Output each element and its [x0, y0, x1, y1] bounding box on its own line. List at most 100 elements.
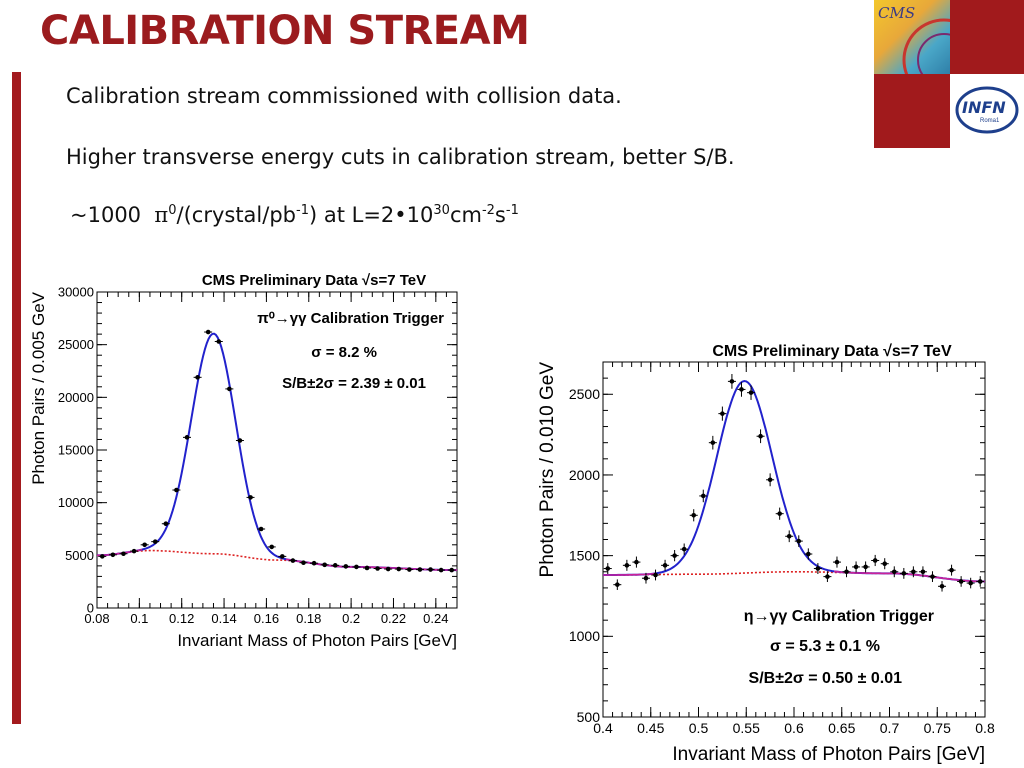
chart1-annotation-2: σ = 8.2 % — [311, 344, 377, 361]
chart2-total-fit-line — [603, 379, 986, 583]
chart2-annotation-3: S/B±2σ = 0.50 ± 0.01 — [749, 670, 903, 687]
chart2-data-point — [739, 387, 744, 392]
chart1-data-point — [396, 566, 402, 572]
chart2-data-point — [720, 411, 725, 416]
logo-red-block-top — [950, 0, 1024, 74]
chart2-data-point — [853, 564, 859, 570]
chart1-data-point — [121, 551, 126, 557]
infn-logo-graphic — [955, 86, 1019, 134]
bullet-commissioned: Calibration stream commissioned with col… — [66, 84, 622, 108]
bullet-rate: ~1000 π0/(crystal/pb-1) at L=2•1030cm-2s… — [70, 203, 519, 227]
chart2-x-tick-label: 0.6 — [784, 720, 804, 736]
rate-text3: cm — [449, 203, 482, 227]
infn-logo-subtext: Roma1 — [980, 118, 1000, 124]
chart1-chart-title: CMS Preliminary Data √s=7 TeV — [202, 272, 426, 289]
chart2-data-point — [786, 533, 792, 539]
rate-text4: s — [494, 203, 506, 227]
chart1-data-point — [131, 548, 137, 554]
chart1-data-point — [227, 386, 232, 392]
chart2-data-point — [958, 579, 964, 584]
chart2-data-point — [624, 563, 630, 568]
chart1-x-tick-label: 0.08 — [84, 611, 109, 626]
chart2-data-point — [615, 582, 620, 587]
chart1-data-point — [449, 567, 455, 573]
chart2-data-point — [643, 575, 649, 581]
infn-logo: INFN Roma1 — [950, 74, 1024, 148]
chart1-y-tick-label: 5000 — [65, 548, 94, 563]
chart1-data-point — [174, 487, 179, 493]
chart1-data-point — [322, 562, 327, 568]
chart1-x-tick-label: 0.14 — [211, 611, 236, 626]
rate-text1: /(crystal/pb — [176, 203, 297, 227]
chart2-data-point — [634, 559, 639, 565]
chart2-x-tick-label: 0.75 — [924, 720, 951, 736]
chart2-data-point — [729, 379, 735, 384]
chart2-data-point — [672, 553, 677, 558]
chart2-annotation-1: η→γγ Calibration Trigger — [744, 608, 934, 625]
chart2-annotation-2: σ = 5.3 ± 0.1 % — [770, 638, 880, 655]
rate-text4-sup: -1 — [505, 203, 519, 218]
chart2-x-tick-label: 0.55 — [733, 720, 760, 736]
cms-logo-ring — [902, 18, 950, 74]
chart1-data-point — [343, 564, 349, 569]
chart2-data-point — [796, 538, 802, 544]
chart2-data-point — [844, 569, 849, 575]
chart1-annotation-3: S/B±2σ = 2.39 ± 0.01 — [282, 375, 426, 392]
chart2-data-point — [977, 579, 983, 584]
chart1-data-point — [311, 560, 317, 566]
chart2-data-point — [806, 551, 811, 557]
cms-logo-text: CMS — [878, 4, 916, 22]
chart2-data-point — [758, 433, 763, 439]
chart2-data-point — [710, 440, 716, 445]
chart2-y-tick-label: 500 — [577, 709, 601, 725]
chart2-data-point — [748, 390, 754, 395]
chart1-data-point — [258, 526, 264, 532]
chart1-data-point — [163, 521, 169, 527]
rate-text3-sup: -2 — [481, 203, 495, 218]
chart2-x-axis-label: Invariant Mass of Photon Pairs [GeV] — [672, 744, 985, 765]
chart1-y-tick-label: 30000 — [58, 285, 94, 300]
chart2-data-point — [949, 567, 954, 573]
chart1-data-point — [290, 558, 296, 563]
chart2-data-point — [815, 566, 821, 571]
chart1-x-axis-label: Invariant Mass of Photon Pairs [GeV] — [177, 631, 457, 650]
chart1-data-point — [407, 567, 412, 572]
chart2-x-tick-label: 0.4 — [593, 720, 613, 736]
chart2-x-tick-label: 0.5 — [689, 720, 709, 736]
chart1-y-axis-label: Photon Pairs / 0.005 GeV — [29, 291, 48, 484]
chart2-data-point — [920, 569, 926, 575]
chart1-y-tick-label: 0 — [87, 601, 94, 616]
chart1-data-point — [184, 435, 190, 440]
chart1-data-point — [195, 375, 200, 380]
chart1-data-point — [152, 539, 158, 544]
left-accent-bar — [12, 72, 21, 724]
cms-logo: CMS — [874, 0, 950, 74]
rate-particle-sup: 0 — [168, 203, 177, 218]
chart2-data-point — [767, 477, 773, 483]
chart1-data-point — [110, 552, 116, 558]
chart2-x-tick-label: 0.65 — [828, 720, 855, 736]
chart2-data-point — [930, 574, 935, 579]
chart1-annotation-1: π⁰→γγ Calibration Trigger — [257, 310, 444, 327]
chart1-data-point — [248, 495, 253, 500]
rate-text2: ) at L=2•10 — [308, 203, 434, 227]
chart1-data-point — [216, 339, 222, 344]
chart2-data-point — [968, 580, 973, 586]
chart1-x-tick-label: 0.16 — [254, 611, 279, 626]
chart2-y-tick-label: 1000 — [569, 628, 600, 644]
chart1-data-point — [279, 554, 285, 559]
chart1-data-point — [237, 438, 243, 443]
chart2-y-tick-label: 1500 — [569, 548, 600, 564]
chart2-data-point — [825, 574, 830, 579]
chart2-data-point — [834, 559, 840, 565]
logo-red-block-bottom — [874, 74, 950, 148]
chart1-data-point — [301, 560, 306, 566]
infn-logo-swoosh — [955, 86, 1019, 134]
chart1-y-tick-label: 20000 — [58, 390, 94, 405]
chart2-data-point — [901, 571, 907, 576]
chart1-y-tick-label: 25000 — [58, 337, 94, 352]
chart1-data-point — [142, 542, 147, 548]
chart2-data-point — [681, 546, 687, 552]
bullet-transverse-energy: Higher transverse energy cuts in calibra… — [66, 145, 735, 169]
